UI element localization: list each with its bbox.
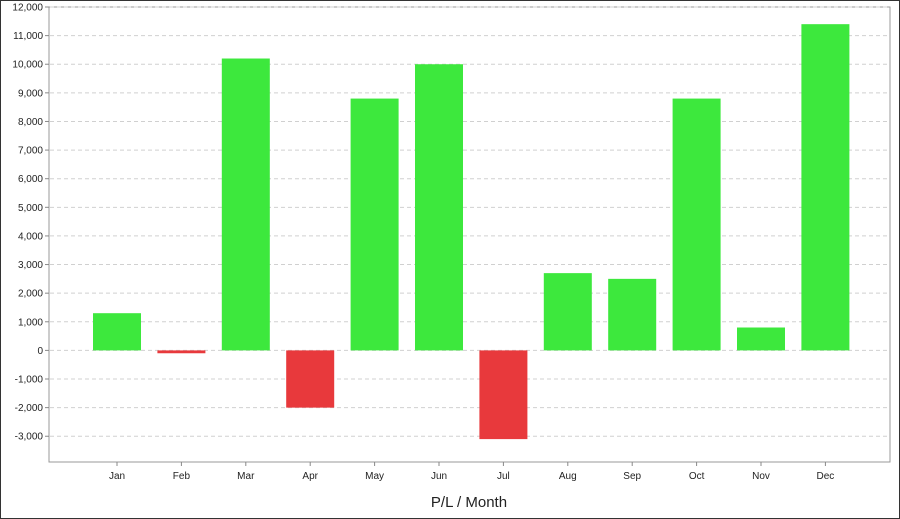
y-tick-label: 9,000	[18, 88, 43, 99]
x-tick-label-feb: Feb	[173, 471, 191, 482]
y-tick-label: -2,000	[15, 403, 44, 414]
bar-aug	[543, 273, 592, 351]
x-tick-label-may: May	[365, 471, 384, 482]
y-tick-label: 6,000	[18, 174, 43, 185]
x-tick-label-jul: Jul	[497, 471, 510, 482]
y-tick-label: 5,000	[18, 203, 43, 214]
bar-oct	[672, 98, 721, 351]
y-tick-label: 1,000	[18, 317, 43, 328]
y-tick-label: -1,000	[15, 375, 44, 386]
y-tick-label: 10,000	[12, 60, 43, 71]
plot-area	[48, 6, 891, 463]
x-tick-label-nov: Nov	[752, 471, 770, 482]
y-tick-label: 12,000	[12, 3, 43, 14]
x-tick-label-dec: Dec	[817, 471, 835, 482]
x-tick-label-sep: Sep	[623, 471, 641, 482]
bar-nov	[737, 327, 785, 351]
y-tick-label: 7,000	[18, 146, 43, 157]
y-axis-ticks: -3,000 -2,000 -1,000 0 1,000 2,000 3,000 4,000 5…	[12, 3, 49, 443]
bar-jun	[415, 64, 463, 351]
x-tick-label-jun: Jun	[431, 471, 447, 482]
x-tick-label-aug: Aug	[559, 471, 577, 482]
y-tick-label: 8,000	[18, 117, 43, 128]
x-tick-label-apr: Apr	[302, 471, 318, 482]
bar-jan	[93, 313, 141, 351]
y-tick-label: 4,000	[18, 231, 43, 242]
bar-jul	[479, 350, 528, 440]
x-axis-ticks: Jan Feb Mar Apr May Jun Jul Aug Sep Oct Nov Dec	[109, 462, 834, 482]
bar-may	[350, 98, 399, 351]
bar-sep	[608, 278, 657, 351]
bars	[93, 24, 850, 440]
x-tick-label-jan: Jan	[109, 471, 125, 482]
y-tick-label: 3,000	[18, 260, 43, 271]
x-tick-label-oct: Oct	[689, 471, 705, 482]
bar-apr	[286, 350, 335, 408]
bar-feb	[157, 350, 206, 354]
x-tick-label-mar: Mar	[237, 471, 255, 482]
x-axis-title: P/L / Month	[431, 494, 507, 511]
y-tick-label: 2,000	[18, 289, 43, 300]
y-tick-label: 0	[37, 346, 43, 357]
y-tick-label: 11,000	[13, 31, 43, 42]
bar-dec	[801, 24, 850, 351]
bar-mar	[221, 58, 270, 351]
y-tick-label: -3,000	[15, 432, 44, 443]
